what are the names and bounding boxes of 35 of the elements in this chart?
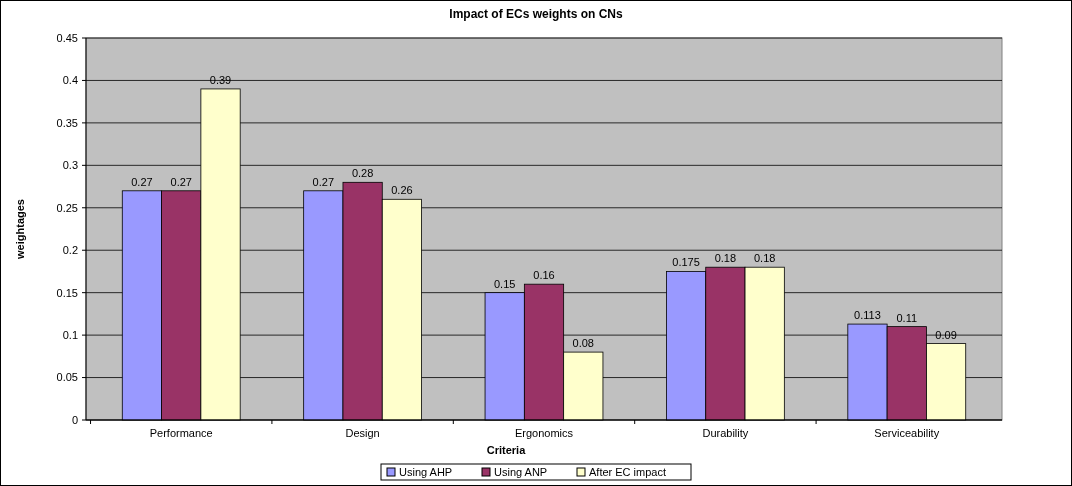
x-tick-label: Ergonomics — [514, 427, 574, 439]
y-tick-label: 0.3 — [62, 159, 78, 172]
y-tick-label: 0.05 — [56, 371, 78, 384]
data-label: 0.11 — [896, 311, 918, 324]
data-label: 0.08 — [572, 337, 595, 350]
y-axis-title: weightages — [14, 199, 26, 260]
x-axis-title: Criteria — [486, 444, 527, 456]
data-label: 0.16 — [533, 269, 555, 282]
data-label: 0.113 — [854, 309, 881, 322]
data-label: 0.18 — [714, 252, 737, 265]
legend-label: Using ANP — [494, 466, 548, 478]
data-label: 0.09 — [935, 328, 957, 341]
data-label: 0.28 — [351, 167, 374, 180]
chart-title: Impact of ECs weights on CNs — [449, 7, 623, 21]
data-label: 0.27 — [131, 175, 153, 188]
data-label: 0.27 — [312, 175, 335, 188]
y-tick-label: 0.35 — [56, 116, 78, 129]
data-label: 0.27 — [170, 175, 192, 188]
x-tick-label: Serviceability — [874, 427, 940, 439]
legend-label: Using AHP — [399, 466, 453, 478]
x-tick-label: Performance — [149, 427, 213, 439]
y-tick-label: 0.15 — [56, 286, 78, 299]
y-tick-label: 0.2 — [62, 244, 78, 257]
data-label: 0.26 — [391, 184, 413, 197]
y-tick-label: 0.4 — [62, 74, 78, 87]
y-tick-label: 0.25 — [56, 201, 78, 214]
y-tick-label: 0.1 — [62, 328, 78, 341]
x-tick-label: Durability — [702, 427, 749, 439]
data-label: 0.18 — [753, 252, 776, 265]
y-tick-label: 0.45 — [56, 31, 78, 44]
data-label: 0.175 — [672, 256, 700, 269]
data-label: 0.15 — [493, 277, 516, 290]
y-tick-label: 0 — [71, 413, 78, 426]
x-tick-label: Design — [345, 427, 380, 439]
legend-label: After EC impact — [589, 466, 667, 478]
